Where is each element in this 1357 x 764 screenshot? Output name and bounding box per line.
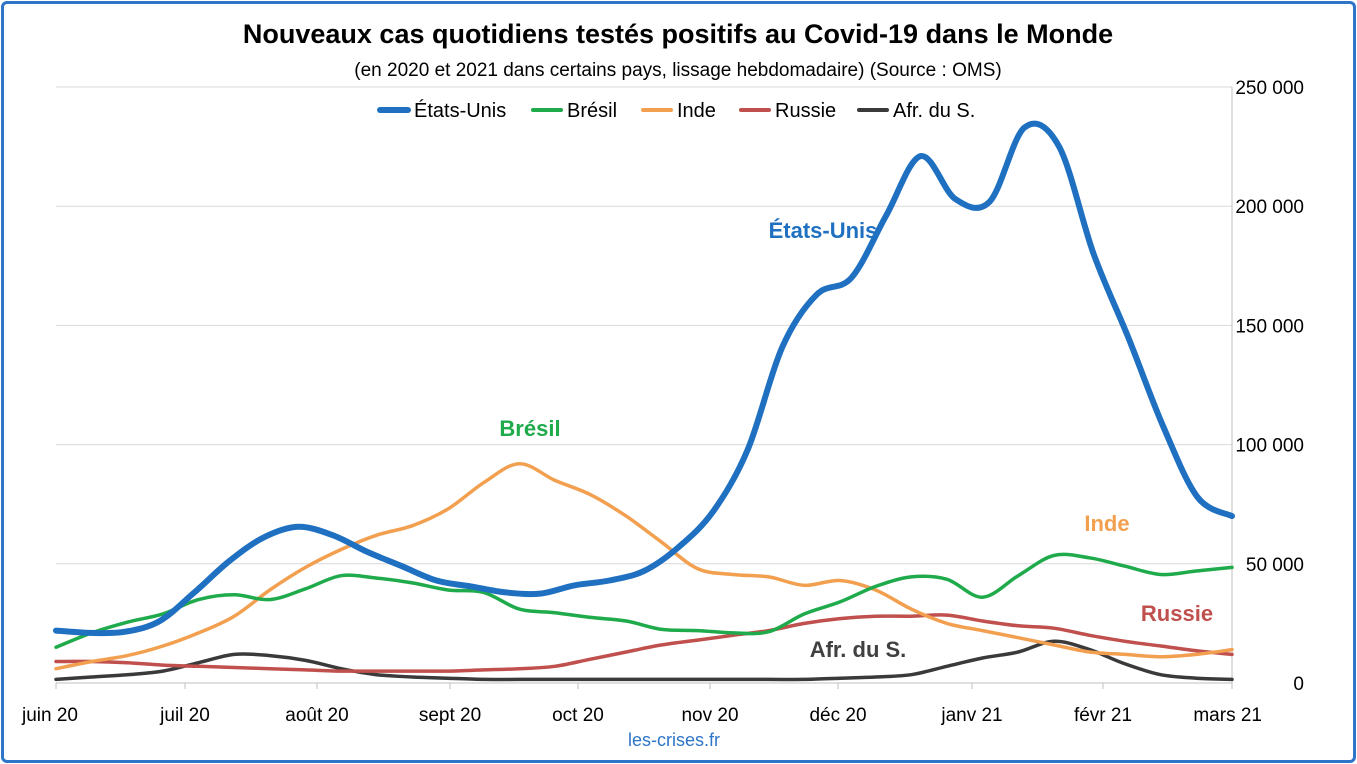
x-tick-label: mars 21 xyxy=(1193,705,1262,726)
x-tick-label: juin 20 xyxy=(21,705,78,726)
series-line-inde xyxy=(54,461,1234,671)
series-annotations: États-Unis Brésil Inde Russie Afr. du S. xyxy=(499,218,1213,662)
y-tick-label: 50 000 xyxy=(1246,555,1304,576)
x-tick-label: nov 20 xyxy=(681,705,738,726)
legend-item-inde: Inde xyxy=(641,100,716,122)
series-line-bresil xyxy=(54,552,1234,649)
legend-label: États-Unis xyxy=(414,99,506,122)
x-tick-label: août 20 xyxy=(285,705,348,726)
legend-label: Brésil xyxy=(567,100,617,122)
x-tick-label: févr 21 xyxy=(1074,705,1132,726)
legend-label: Inde xyxy=(677,100,716,122)
legend-label: Russie xyxy=(775,100,836,122)
legend-item-bresil: Brésil xyxy=(531,100,617,122)
annotation-inde: Inde xyxy=(1084,511,1129,536)
x-axis-tick-labels: juin 20 juil 20 août 20 sept 20 oct 20 nov 20… xyxy=(21,683,1262,726)
series-line-etats-unis xyxy=(53,120,1235,637)
legend-item-afr-du-s: Afr. du S. xyxy=(857,100,975,122)
y-tick-label: 200 000 xyxy=(1235,197,1304,218)
x-tick-label: janv 21 xyxy=(940,705,1002,726)
source-credit: les-crises.fr xyxy=(628,730,720,750)
y-tick-label: 0 xyxy=(1293,674,1304,695)
series-line-russie xyxy=(54,613,1234,673)
x-tick-label: sept 20 xyxy=(419,705,481,726)
x-tick-label: juil 20 xyxy=(159,705,210,726)
annotation-afr-du-s: Afr. du S. xyxy=(810,637,907,662)
x-tick-label: déc 20 xyxy=(809,705,866,726)
legend: États-Unis Brésil Inde Russie Afr. du S. xyxy=(377,99,975,122)
legend-item-russie: Russie xyxy=(739,100,836,122)
annotation-russie: Russie xyxy=(1141,601,1213,626)
series-lines xyxy=(53,120,1235,682)
y-tick-label: 150 000 xyxy=(1235,316,1304,337)
chart-title: Nouveaux cas quotidiens testés positifs … xyxy=(243,19,1113,49)
legend-item-etats-unis: États-Unis xyxy=(377,99,506,122)
series-line-afr-du-s xyxy=(54,639,1234,682)
y-tick-label: 100 000 xyxy=(1235,436,1304,457)
y-axis-tick-labels: 0 50 000 100 000 150 000 200 000 250 000 xyxy=(1235,78,1304,695)
chart-subtitle: (en 2020 et 2021 dans certains pays, lis… xyxy=(354,60,1001,81)
x-tick-label: oct 20 xyxy=(552,705,604,726)
y-tick-label: 250 000 xyxy=(1235,78,1304,99)
annotation-bresil: Brésil xyxy=(499,416,560,441)
legend-label: Afr. du S. xyxy=(893,100,975,122)
annotation-etats-unis: États-Unis xyxy=(769,218,878,243)
